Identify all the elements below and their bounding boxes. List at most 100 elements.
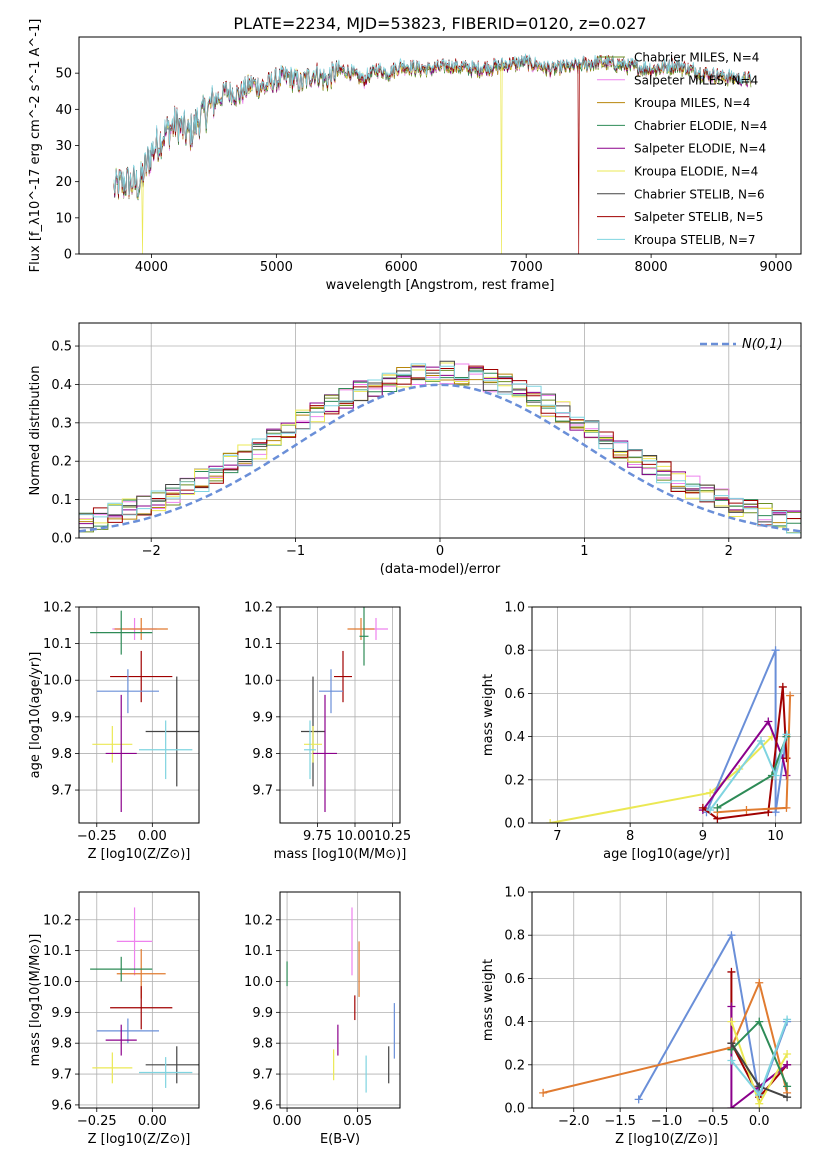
plot-area — [79, 360, 801, 534]
x-tick-label: 0.05 — [343, 1114, 372, 1129]
weight-line — [709, 734, 788, 811]
weight-marker — [771, 646, 780, 655]
weight-marker — [783, 1015, 792, 1024]
residual-histogram-panel: −2 −1 0 1 2 0.0 0.1 0.2 0.3 0.4 0.5 (data-model)/er… — [28, 322, 802, 577]
age-vs-metallicity-panel: −0.25 0.00 9.7 9.8 9.9 10.0 10.1 10.2 Z [log10(Z… — [28, 601, 200, 862]
y-tick-label: 20 — [55, 175, 72, 190]
y-tick-label: 1.0 — [504, 886, 525, 901]
histogram-step — [79, 363, 801, 534]
y-tick-label: 10.0 — [244, 975, 273, 990]
spectrum-line — [113, 53, 752, 198]
weight-marker — [771, 808, 780, 817]
legend-label: Salpeter ELODIE, N=4 — [634, 142, 766, 156]
y-tick-label: 9.9 — [51, 710, 72, 725]
y-tick-label: 10.1 — [244, 637, 273, 652]
x-tick-label: 10.25 — [374, 829, 411, 844]
weight-line — [542, 979, 789, 1094]
spectrum-panel: 4000 5000 6000 7000 8000 9000 0 10 20 30 40 50 wavel… — [28, 19, 802, 293]
x-tick-label: 8 — [626, 829, 634, 844]
y-tick-label: 0.8 — [504, 929, 525, 944]
x-axis-label: (data-model)/error — [380, 562, 501, 577]
legend-label: Salpeter STELIB, N=5 — [634, 210, 763, 224]
y-tick-label: 0 — [64, 248, 72, 263]
weight-marker — [782, 730, 791, 739]
x-tick-label: 0.00 — [273, 1114, 302, 1129]
x-tick-label: 9000 — [759, 260, 792, 275]
age-vs-mass-panel: 9.75 10.00 10.25 9.7 9.8 9.9 10.0 10.1 10.2 mass … — [244, 601, 411, 863]
legend-label: Chabrier STELIB, N=6 — [634, 187, 765, 201]
y-tick-label: 9.7 — [252, 784, 273, 799]
x-axis-label: Z [log10(Z/Z⊙)] — [615, 1132, 718, 1147]
y-tick-label: 9.8 — [252, 747, 273, 762]
weight-marker — [727, 1017, 736, 1026]
weight-marker — [755, 1099, 764, 1108]
mass-vs-extinction-panel: 0.00 0.05 9.6 9.7 9.8 9.9 10.0 10.1 10.2 E(B-V) — [244, 891, 401, 1147]
y-tick-label: 10.2 — [244, 601, 273, 616]
mass-vs-metallicity-panel: −0.25 0.00 9.6 9.7 9.8 9.9 10.0 10.1 10.2 Z [log1… — [28, 891, 200, 1147]
x-axis-label: E(B-V) — [320, 1132, 360, 1147]
x-tick-label: −0.5 — [697, 1114, 729, 1129]
x-tick-label: −2.0 — [558, 1114, 590, 1129]
y-tick-label: 0.2 — [504, 1058, 525, 1073]
y-axis-label: Normed distribution — [28, 366, 43, 496]
y-tick-label: 0.1 — [51, 493, 72, 508]
y-axis-label: mass weight — [481, 959, 496, 1041]
y-tick-label: 9.7 — [51, 1068, 72, 1083]
legend-label: Kroupa STELIB, N=7 — [634, 233, 756, 247]
x-tick-label: 7 — [553, 829, 561, 844]
y-tick-label: 10.0 — [43, 674, 72, 689]
y-tick-label: 10.2 — [244, 913, 273, 928]
y-tick-label: 9.7 — [252, 1068, 273, 1083]
x-tick-label: −0.25 — [77, 829, 117, 844]
weight-line — [702, 719, 788, 811]
x-tick-label: 0 — [436, 544, 444, 559]
y-tick-label: 9.9 — [252, 710, 273, 725]
y-tick-label: 9.6 — [252, 1098, 273, 1113]
y-tick-label: 10.1 — [244, 944, 273, 959]
y-tick-label: 9.9 — [51, 1006, 72, 1021]
x-tick-label: 9.75 — [303, 829, 332, 844]
x-tick-label: −0.25 — [77, 1114, 117, 1129]
y-tick-label: 0.6 — [504, 687, 525, 702]
y-tick-label: 10.2 — [43, 913, 72, 928]
x-tick-label: 6000 — [385, 260, 418, 275]
weight-marker — [771, 771, 780, 780]
axes-frame — [531, 606, 802, 824]
plot-area — [539, 931, 792, 1108]
x-tick-label: 9 — [699, 829, 707, 844]
weight-marker — [786, 691, 795, 700]
x-tick-label: 10 — [767, 829, 784, 844]
x-axis-label: age [log10(age/yr)] — [603, 847, 730, 862]
x-tick-label: 0.00 — [138, 1114, 167, 1129]
x-tick-label: 2 — [725, 544, 733, 559]
legend-label: N(0,1) — [742, 337, 783, 352]
y-tick-label: 10.2 — [43, 601, 72, 616]
weight-marker — [783, 1050, 792, 1058]
y-tick-label: 10 — [55, 211, 72, 226]
weight-vs-age-panel: 7 8 9 10 0.0 0.2 0.4 0.6 0.8 1.0 age [log10(age/yr… — [481, 601, 802, 862]
axes-frame — [531, 891, 802, 1109]
y-tick-label: 0.0 — [504, 1102, 525, 1117]
weight-marker — [727, 967, 736, 976]
weight-marker — [727, 1104, 736, 1108]
weight-marker — [782, 803, 791, 812]
legend-label: Chabrier MILES, N=4 — [634, 51, 759, 65]
x-tick-label: 4000 — [135, 260, 168, 275]
x-tick-label: −1 — [286, 544, 305, 559]
y-tick-label: 0.2 — [51, 455, 72, 470]
weight-marker — [782, 754, 791, 763]
y-tick-label: 0.4 — [504, 730, 525, 745]
x-axis-label: mass [log10(M/M⊙)] — [274, 847, 407, 862]
weight-marker — [783, 1060, 792, 1069]
plot-area — [546, 646, 795, 823]
axes-frame — [78, 606, 200, 824]
weight-line — [705, 649, 788, 813]
figure-title: PLATE=2234, MJD=53823, FIBERID=0120, z=0… — [233, 14, 646, 33]
x-tick-label: 8000 — [635, 260, 668, 275]
x-tick-label: 0.0 — [749, 1114, 770, 1129]
plot-area — [286, 907, 395, 1093]
x-axis-label: Z [log10(Z/Z⊙)] — [88, 1132, 191, 1147]
x-tick-label: 5000 — [260, 260, 293, 275]
y-tick-label: 10.1 — [43, 944, 72, 959]
